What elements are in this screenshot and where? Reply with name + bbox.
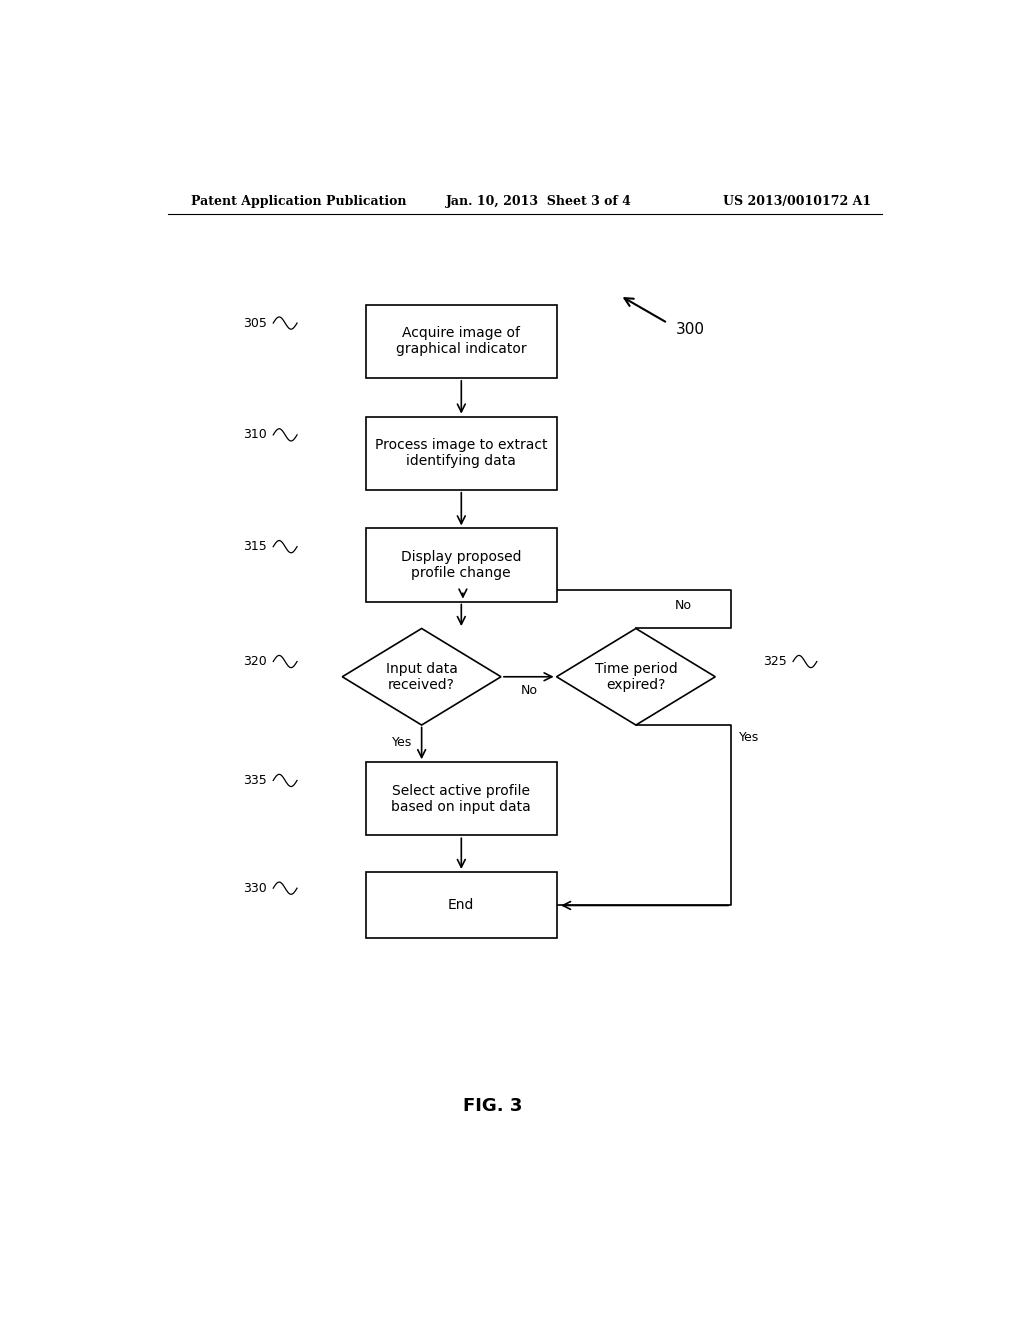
Text: Time period
expired?: Time period expired? [595, 661, 677, 692]
Text: 320: 320 [243, 655, 267, 668]
FancyBboxPatch shape [367, 528, 557, 602]
Text: No: No [675, 599, 692, 612]
Text: US 2013/0010172 A1: US 2013/0010172 A1 [723, 194, 871, 207]
Text: Patent Application Publication: Patent Application Publication [191, 194, 407, 207]
FancyBboxPatch shape [367, 762, 557, 836]
Text: Acquire image of
graphical indicator: Acquire image of graphical indicator [396, 326, 526, 356]
FancyBboxPatch shape [367, 305, 557, 378]
Polygon shape [557, 628, 715, 725]
Text: 335: 335 [243, 774, 267, 787]
Text: 310: 310 [243, 429, 267, 441]
Text: Display proposed
profile change: Display proposed profile change [401, 550, 521, 579]
Text: End: End [449, 899, 474, 912]
Text: 315: 315 [243, 540, 267, 553]
Text: 325: 325 [763, 655, 786, 668]
Text: 330: 330 [243, 882, 267, 895]
FancyBboxPatch shape [367, 417, 557, 490]
Text: Yes: Yes [739, 731, 760, 744]
Polygon shape [342, 628, 501, 725]
Text: Select active profile
based on input data: Select active profile based on input dat… [391, 784, 531, 814]
Text: Process image to extract
identifying data: Process image to extract identifying dat… [375, 438, 548, 469]
Text: 300: 300 [676, 322, 705, 337]
Text: Yes: Yes [391, 737, 412, 750]
Text: 305: 305 [243, 317, 267, 330]
Text: Input data
received?: Input data received? [386, 661, 458, 692]
Text: FIG. 3: FIG. 3 [464, 1097, 522, 1114]
FancyBboxPatch shape [367, 873, 557, 939]
Text: No: No [520, 685, 538, 697]
Text: Jan. 10, 2013  Sheet 3 of 4: Jan. 10, 2013 Sheet 3 of 4 [445, 194, 632, 207]
